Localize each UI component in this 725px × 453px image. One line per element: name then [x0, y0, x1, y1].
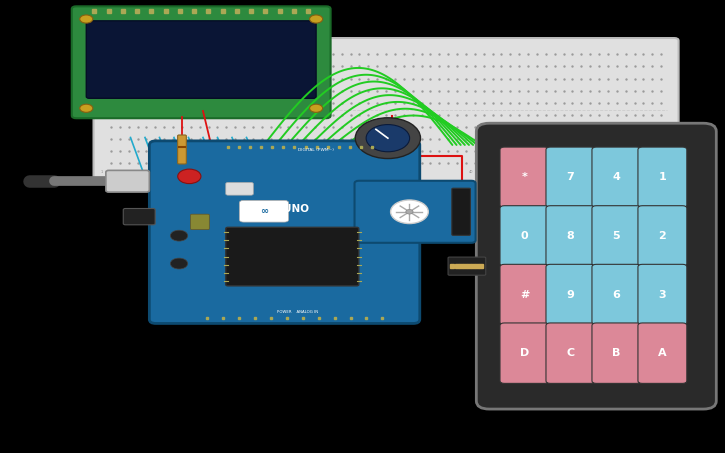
Text: POWER    ANALOG IN: POWER ANALOG IN	[277, 310, 318, 314]
Circle shape	[366, 125, 410, 152]
Circle shape	[178, 169, 201, 183]
Circle shape	[80, 15, 93, 23]
Text: B: B	[612, 348, 621, 358]
Circle shape	[310, 104, 323, 112]
Circle shape	[170, 230, 188, 241]
Text: 2: 2	[658, 231, 666, 241]
FancyBboxPatch shape	[638, 323, 687, 383]
Text: 50: 50	[561, 170, 566, 174]
FancyBboxPatch shape	[592, 147, 641, 207]
FancyBboxPatch shape	[500, 323, 549, 383]
Text: 4: 4	[613, 172, 621, 182]
Text: 0: 0	[521, 231, 529, 241]
FancyBboxPatch shape	[106, 170, 149, 192]
FancyBboxPatch shape	[225, 227, 359, 286]
FancyBboxPatch shape	[500, 147, 549, 207]
FancyBboxPatch shape	[191, 214, 210, 230]
FancyBboxPatch shape	[476, 123, 716, 409]
Text: A: A	[658, 348, 667, 358]
FancyBboxPatch shape	[546, 265, 594, 325]
Text: 6: 6	[613, 289, 621, 299]
Circle shape	[80, 104, 93, 112]
FancyBboxPatch shape	[546, 206, 594, 266]
Text: 9: 9	[566, 289, 574, 299]
Text: 1: 1	[100, 170, 103, 174]
FancyBboxPatch shape	[86, 21, 316, 98]
FancyBboxPatch shape	[592, 206, 641, 266]
FancyBboxPatch shape	[452, 188, 471, 236]
Text: 3: 3	[658, 289, 666, 299]
FancyBboxPatch shape	[448, 257, 486, 275]
FancyBboxPatch shape	[149, 141, 420, 323]
Text: 30: 30	[376, 170, 381, 174]
FancyBboxPatch shape	[123, 208, 155, 225]
Text: 60: 60	[654, 170, 658, 174]
FancyBboxPatch shape	[94, 38, 679, 182]
Text: ∞: ∞	[260, 206, 268, 216]
Text: C: C	[566, 348, 574, 358]
FancyBboxPatch shape	[592, 323, 641, 383]
Text: 20: 20	[284, 170, 289, 174]
Text: #: #	[520, 289, 529, 299]
Circle shape	[391, 200, 428, 223]
FancyBboxPatch shape	[178, 135, 186, 164]
Text: ARDUINO: ARDUINO	[254, 216, 278, 221]
FancyBboxPatch shape	[225, 183, 253, 195]
FancyBboxPatch shape	[592, 265, 641, 325]
FancyBboxPatch shape	[638, 265, 687, 325]
Text: 7: 7	[566, 172, 574, 182]
Text: UNO: UNO	[283, 204, 309, 214]
Circle shape	[355, 118, 420, 159]
Circle shape	[170, 258, 188, 269]
FancyBboxPatch shape	[546, 323, 594, 383]
FancyBboxPatch shape	[638, 147, 687, 207]
Circle shape	[310, 15, 323, 23]
Text: *: *	[521, 172, 527, 182]
Text: 5: 5	[613, 231, 620, 241]
Text: 1: 1	[658, 172, 666, 182]
FancyBboxPatch shape	[546, 147, 594, 207]
FancyBboxPatch shape	[239, 200, 289, 222]
FancyBboxPatch shape	[500, 265, 549, 325]
Text: D: D	[520, 348, 529, 358]
Text: 40: 40	[469, 170, 473, 174]
Text: DIGITAL (PWM~): DIGITAL (PWM~)	[297, 149, 334, 152]
FancyBboxPatch shape	[500, 206, 549, 266]
Text: 10: 10	[191, 170, 196, 174]
FancyBboxPatch shape	[72, 6, 331, 118]
FancyBboxPatch shape	[355, 181, 476, 243]
Circle shape	[406, 209, 413, 214]
FancyBboxPatch shape	[638, 206, 687, 266]
Text: 8: 8	[566, 231, 574, 241]
